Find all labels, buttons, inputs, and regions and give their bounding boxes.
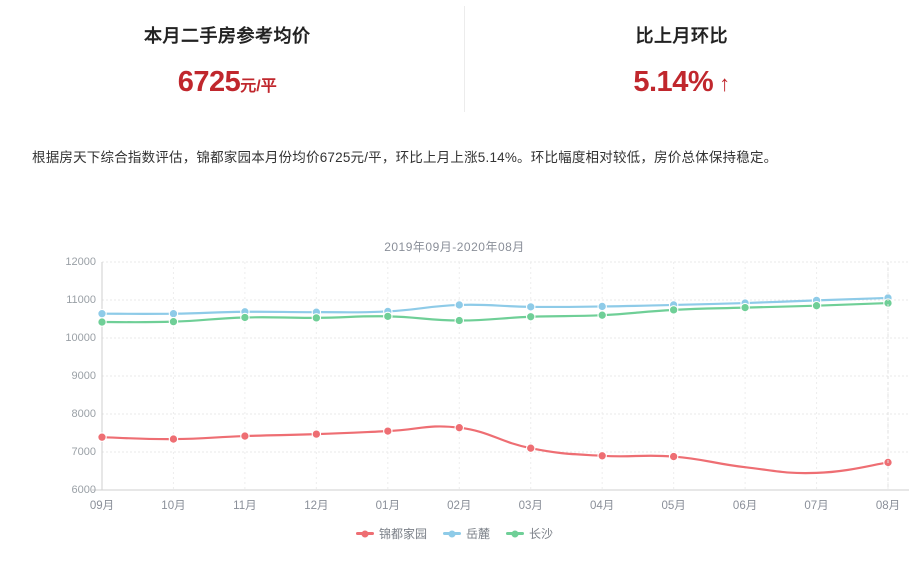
series-锦都家园 — [97, 422, 893, 475]
data-point[interactable] — [597, 301, 607, 312]
chart-legend: 锦都家园 岳麓 长沙 — [0, 525, 909, 542]
data-point[interactable] — [454, 422, 465, 433]
legend-item-锦都家园[interactable]: 锦都家园 — [355, 525, 427, 542]
data-point[interactable] — [668, 305, 679, 315]
legend-item-岳麓[interactable]: 岳麓 — [442, 525, 490, 542]
x-axis-tick-label: 06月 — [732, 500, 758, 512]
stat-title-average-price: 本月二手房参考均价 — [144, 25, 311, 46]
x-axis-tick-label: 02月 — [447, 500, 472, 512]
summary-stats: 本月二手房参考均价 6725 元/平 比上月环比 5.14% ↑ — [0, 0, 909, 118]
data-point[interactable] — [168, 316, 179, 327]
x-axis-tick-label: 03月 — [518, 500, 543, 512]
chart-title: 2019年09月-2020年08月 — [384, 240, 525, 254]
chart-plot-area: 6000 7000 8000 9000 10000 11000 12000 09月 10月 11月… — [0, 225, 909, 525]
y-axis-tick-label: 12000 — [65, 256, 96, 268]
series-长沙 — [97, 298, 893, 327]
data-point[interactable] — [668, 451, 679, 462]
x-axis-tick-label: 07月 — [804, 500, 829, 512]
data-point[interactable] — [740, 302, 750, 313]
x-axis-tick-label: 10月 — [161, 500, 186, 512]
data-point[interactable] — [811, 300, 822, 311]
data-point[interactable] — [97, 432, 107, 442]
legend-label: 锦都家园 — [378, 527, 427, 541]
average-price-unit: 元/平 — [240, 77, 277, 95]
stat-title-month-over-month: 比上月环比 — [635, 25, 728, 46]
data-point[interactable] — [383, 311, 393, 322]
data-point[interactable] — [311, 429, 322, 439]
stat-month-over-month: 比上月环比 5.14% ↑ — [455, 0, 909, 118]
stat-value-month-over-month: 5.14% ↑ — [633, 65, 731, 98]
x-axis-tick-label: 09月 — [89, 500, 115, 512]
data-point[interactable] — [383, 426, 393, 436]
average-price-number: 6725 — [177, 65, 241, 98]
data-point[interactable] — [525, 302, 536, 312]
data-point[interactable] — [240, 312, 250, 323]
legend-label: 岳麓 — [465, 527, 490, 541]
data-point[interactable] — [525, 311, 536, 322]
y-axis-tick-label: 9000 — [71, 370, 96, 382]
data-point[interactable] — [311, 313, 322, 323]
arrow-up-icon: ↑ — [719, 70, 731, 96]
x-axis-tick-label: 01月 — [375, 500, 400, 512]
y-axis-tick-label: 8000 — [71, 408, 96, 420]
data-point[interactable] — [168, 434, 179, 444]
data-point[interactable] — [454, 300, 465, 310]
data-point[interactable] — [97, 308, 107, 319]
x-axis-tick-label: 11月 — [233, 500, 257, 512]
stat-average-price: 本月二手房参考均价 6725 元/平 — [0, 0, 455, 118]
data-point[interactable] — [597, 310, 607, 320]
stats-divider — [464, 6, 465, 112]
y-axis-tick-label: 11000 — [66, 294, 96, 306]
data-point[interactable] — [168, 308, 179, 319]
data-point[interactable] — [525, 443, 536, 453]
mom-percent-number: 5.14% — [633, 65, 714, 98]
x-axis-tick-label: 12月 — [304, 500, 329, 512]
stat-value-average-price: 6725 元/平 — [177, 65, 277, 98]
x-axis-tick-label: 04月 — [590, 500, 615, 512]
x-axis-tick-label: 05月 — [661, 500, 686, 512]
y-axis-tick-label: 10000 — [65, 332, 96, 344]
data-point[interactable] — [454, 315, 465, 326]
legend-item-长沙[interactable]: 长沙 — [506, 525, 553, 542]
price-trend-chart: 2019年09月-2020年08月 6000 7000 8000 9000 10000 1… — [0, 225, 909, 573]
data-point[interactable] — [597, 451, 607, 461]
legend-marker-icon — [506, 532, 524, 535]
data-point[interactable] — [97, 317, 107, 327]
y-axis-tick-label: 6000 — [71, 484, 96, 496]
report-description: 根据房天下综合指数评估，锦都家园本月份均价6725元/平，环比上月上涨5.14%… — [32, 150, 778, 165]
legend-label: 长沙 — [529, 527, 554, 541]
x-axis-tick-label: 08月 — [875, 500, 901, 512]
chart-svg — [92, 261, 909, 491]
y-axis-tick-label: 7000 — [71, 446, 96, 458]
legend-marker-icon — [355, 532, 374, 535]
data-point[interactable] — [240, 431, 250, 441]
legend-marker-icon — [442, 532, 461, 535]
